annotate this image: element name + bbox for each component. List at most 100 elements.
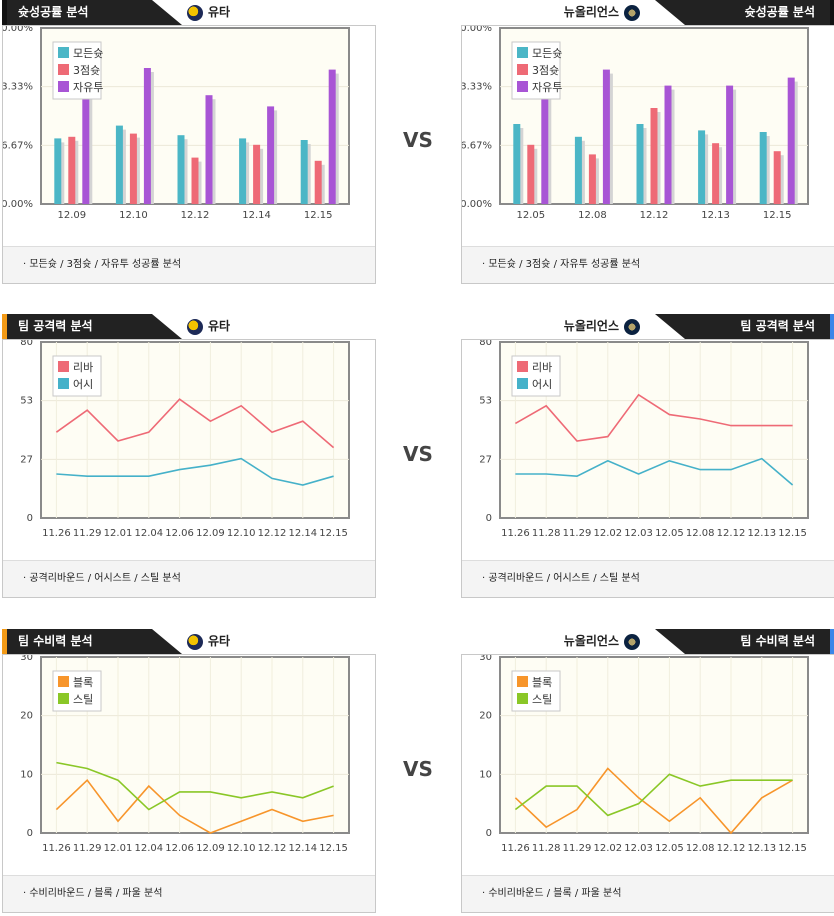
bar — [68, 136, 76, 204]
y-tick-label: 27 — [479, 454, 492, 465]
y-tick-label: 20 — [479, 711, 492, 722]
y-tick-label: 110.00% — [462, 26, 492, 34]
team-label: 뉴올리언스 — [563, 634, 619, 648]
y-tick-label: 80 — [479, 340, 492, 348]
legend-label: 자유투 — [73, 81, 103, 94]
panel-header: 팀 공격력 분석 뉴올리언스 — [461, 314, 834, 339]
bar — [300, 140, 308, 204]
x-tick-label: 12.12 — [717, 528, 746, 539]
team-logo-icon — [187, 633, 203, 650]
tab-accent — [2, 629, 7, 654]
x-tick-label: 12.04 — [134, 528, 163, 539]
x-tick-label: 12.13 — [747, 528, 776, 539]
y-tick-label: 10 — [479, 769, 492, 780]
chart-box: 0 10 20 30 11.26 11.29 12.01 12.04 12.06 12.09 12.… — [2, 654, 376, 913]
x-tick-label: 11.29 — [563, 528, 592, 539]
bar — [602, 69, 610, 204]
team-logo-icon — [624, 4, 640, 21]
y-tick-label: 30 — [20, 655, 33, 663]
legend-swatch — [517, 693, 528, 704]
y-tick-label: 73.33% — [3, 82, 33, 93]
panel-header: 팀 수비력 분석 뉴올리언스 — [461, 629, 834, 654]
chart-footer: · 모든슛 / 3점슛 / 자유투 성공률 분석 — [3, 246, 375, 283]
legend-label: 3점슛 — [532, 64, 559, 77]
legend-swatch — [58, 693, 69, 704]
bar — [143, 68, 151, 204]
x-tick-label: 12.15 — [763, 210, 792, 221]
y-tick-label: 53 — [20, 396, 33, 407]
x-tick-label: 12.13 — [747, 843, 776, 854]
bar — [129, 133, 137, 204]
panel-header: 슛성공률 분석 유타 — [2, 0, 376, 25]
bar — [726, 85, 734, 204]
bar — [513, 124, 521, 204]
vs-label: VS — [403, 442, 433, 466]
series-line — [55, 778, 334, 834]
shooting-panel-right: 슛성공률 분석 뉴올리언스 0.00% 36.67% 73.33% 110.00% 12.0… — [461, 0, 834, 284]
y-tick-label: 0 — [27, 513, 33, 524]
tab-accent — [830, 0, 834, 25]
legend-swatch — [517, 81, 528, 92]
x-tick-label: 12.05 — [516, 210, 545, 221]
team-logo-icon — [624, 633, 640, 650]
offense-panel-right: 팀 공격력 분석 뉴올리언스 0 27 53 80 11.26 11.28 11.29 12.02… — [461, 314, 834, 598]
x-tick-label: 12.15 — [304, 210, 333, 221]
y-tick-label: 80 — [20, 340, 33, 348]
panel-header: 슛성공률 분석 뉴올리언스 — [461, 0, 834, 25]
y-tick-label: 0.00% — [462, 199, 492, 210]
x-tick-label: 12.10 — [119, 210, 148, 221]
x-tick-label: 12.02 — [593, 528, 622, 539]
series-line — [515, 393, 793, 442]
y-tick-label: 27 — [20, 454, 33, 465]
bar — [787, 77, 795, 204]
tab-accent — [830, 314, 834, 339]
x-tick-label: 12.12 — [181, 210, 210, 221]
x-tick-label: 12.08 — [686, 528, 715, 539]
bar — [205, 95, 213, 204]
bar — [574, 136, 582, 204]
bar — [588, 154, 596, 204]
x-tick-label: 12.09 — [196, 528, 225, 539]
section-tab: 팀 수비력 분석 — [655, 629, 834, 654]
chart-footer: · 공격리바운드 / 어시스트 / 스틸 분석 — [3, 560, 375, 597]
x-tick-label: 11.29 — [73, 843, 102, 854]
bar — [636, 124, 644, 204]
x-tick-label: 12.09 — [196, 843, 225, 854]
x-tick-label: 12.10 — [227, 528, 256, 539]
x-tick-label: 11.29 — [73, 528, 102, 539]
bar — [177, 135, 185, 204]
legend-label: 블록 — [532, 676, 552, 689]
x-tick-label: 11.29 — [563, 843, 592, 854]
section-title: 팀 공격력 분석 — [740, 319, 815, 333]
legend-swatch — [58, 64, 69, 75]
legend-label: 리바 — [73, 361, 93, 374]
panel-header: 팀 공격력 분석 유타 — [2, 314, 376, 339]
x-tick-label: 12.12 — [258, 528, 287, 539]
x-tick-label: 11.28 — [532, 528, 561, 539]
legend-swatch — [58, 676, 69, 687]
legend-swatch — [58, 378, 69, 389]
legend-swatch — [517, 676, 528, 687]
legend-swatch — [58, 361, 69, 372]
y-tick-label: 110.00% — [3, 26, 33, 34]
y-tick-label: 0 — [486, 828, 492, 839]
section-tab: 팀 공격력 분석 — [2, 314, 182, 339]
legend-label: 어시 — [73, 378, 93, 391]
team-name: 뉴올리언스 — [564, 0, 645, 25]
legend-label: 스틸 — [73, 693, 93, 706]
bar — [712, 143, 720, 204]
legend-swatch — [58, 47, 69, 58]
series-line — [56, 457, 334, 486]
team-label: 유타 — [208, 634, 231, 648]
section-tab: 팀 수비력 분석 — [2, 629, 182, 654]
x-tick-label: 12.08 — [578, 210, 607, 221]
x-tick-label: 12.10 — [227, 843, 256, 854]
